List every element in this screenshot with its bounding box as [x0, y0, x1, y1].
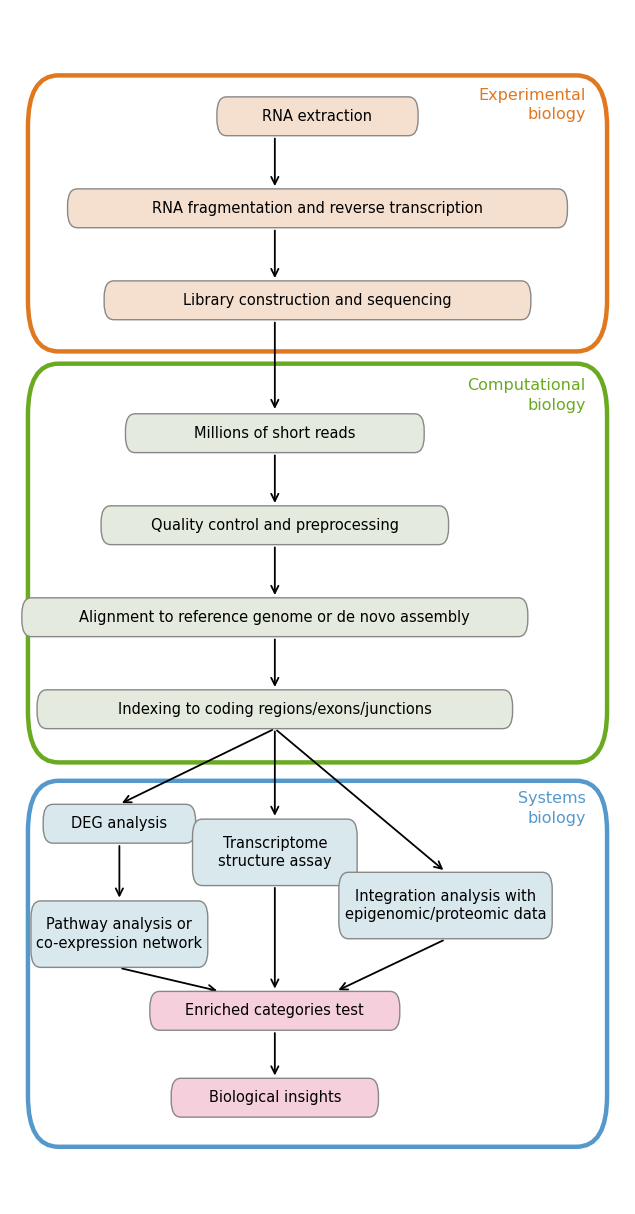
Text: Computational
biology: Computational biology	[467, 378, 585, 413]
Text: RNA fragmentation and reverse transcription: RNA fragmentation and reverse transcript…	[152, 200, 483, 216]
Text: Biological insights: Biological insights	[208, 1090, 341, 1105]
FancyBboxPatch shape	[28, 364, 607, 762]
Text: Millions of short reads: Millions of short reads	[194, 426, 356, 441]
FancyBboxPatch shape	[31, 901, 208, 968]
FancyBboxPatch shape	[104, 280, 531, 319]
Text: RNA extraction: RNA extraction	[262, 109, 373, 124]
FancyBboxPatch shape	[171, 1078, 378, 1117]
FancyBboxPatch shape	[37, 690, 512, 728]
Text: Systems
biology: Systems biology	[518, 792, 585, 826]
Text: DEG analysis: DEG analysis	[71, 816, 168, 832]
FancyBboxPatch shape	[28, 75, 607, 351]
FancyBboxPatch shape	[67, 189, 568, 228]
FancyBboxPatch shape	[43, 805, 196, 844]
Text: Experimental
biology: Experimental biology	[478, 87, 585, 123]
FancyBboxPatch shape	[339, 873, 552, 938]
Text: Transcriptome
structure assay: Transcriptome structure assay	[218, 835, 331, 869]
FancyBboxPatch shape	[101, 506, 448, 545]
Text: Alignment to reference genome or de novo assembly: Alignment to reference genome or de novo…	[79, 609, 470, 625]
FancyBboxPatch shape	[150, 992, 400, 1031]
Text: Integration analysis with
epigenomic/proteomic data: Integration analysis with epigenomic/pro…	[345, 889, 546, 923]
Text: Library construction and sequencing: Library construction and sequencing	[183, 293, 452, 308]
FancyBboxPatch shape	[126, 414, 424, 453]
FancyBboxPatch shape	[22, 597, 528, 636]
FancyBboxPatch shape	[192, 819, 357, 885]
Text: Enriched categories test: Enriched categories test	[185, 1003, 364, 1019]
Text: Pathway analysis or
co-expression network: Pathway analysis or co-expression networ…	[36, 918, 203, 951]
Text: Quality control and preprocessing: Quality control and preprocessing	[151, 517, 399, 533]
Text: Indexing to coding regions/exons/junctions: Indexing to coding regions/exons/junctio…	[118, 702, 432, 716]
FancyBboxPatch shape	[217, 97, 418, 136]
FancyBboxPatch shape	[28, 781, 607, 1147]
